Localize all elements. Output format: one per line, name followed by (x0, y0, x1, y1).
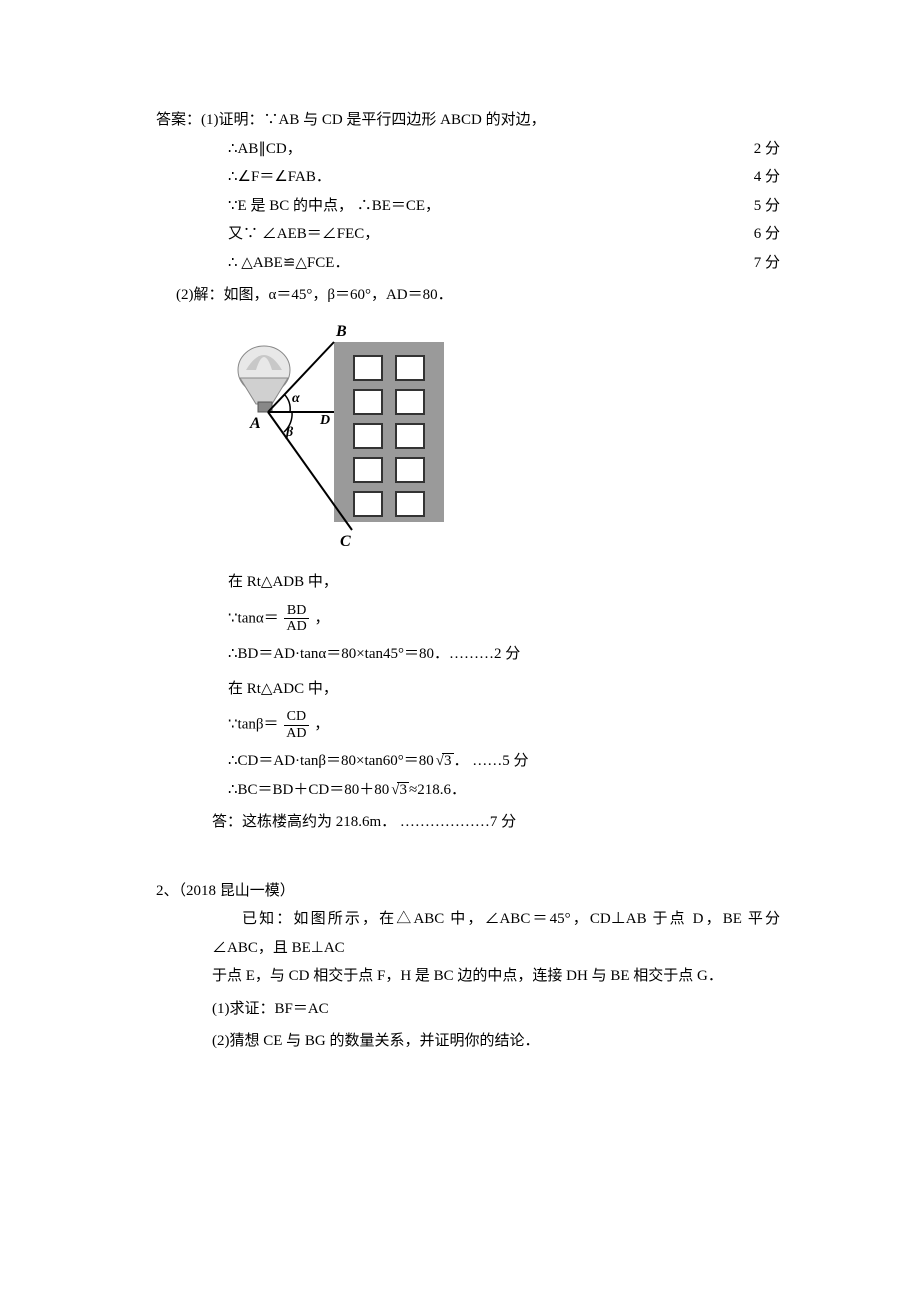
frac-a: BD AD (284, 603, 308, 635)
frac-b-num: CD (284, 709, 308, 724)
sol-line-0: 在 Rt△ADB 中， (156, 568, 780, 597)
sqrt-rad-a: 3 (442, 753, 454, 769)
proof-line-1: ∴AB∥CD， 2 分 (156, 135, 780, 164)
proof-pts-3: 5 分 (730, 192, 780, 221)
q2-body2: 于点 E，与 CD 相交于点 F，H 是 BC 边的中点，连接 DH 与 BE … (212, 962, 780, 991)
proof-pts-2: 4 分 (730, 163, 780, 192)
proof-heading: (1)证明：∵AB 与 CD 是平行四边形 ABCD 的对边， (201, 112, 546, 128)
proof-text-4: 又∵ ∠AEB＝∠FEC， (228, 220, 730, 249)
q2-title: 2、（2018 昆山一模） (156, 877, 780, 906)
proof-line-5: ∴ △ABE≌△FCE． 7 分 (156, 249, 780, 278)
frac-b-den: AD (284, 725, 308, 741)
question-2: 2、（2018 昆山一模） 已知：如图所示，在△ABC 中，∠ABC＝45°，C… (156, 877, 780, 1056)
frac-b-suffix: ， (314, 717, 329, 733)
answer-heading: 答案：(1)证明：∵AB 与 CD 是平行四边形 ABCD 的对边， (156, 106, 780, 135)
balloon-icon (238, 346, 290, 412)
part2-heading: (2)解：如图，α＝45°，β＝60°，AD＝80． (156, 281, 780, 310)
page: 答案：(1)证明：∵AB 与 CD 是平行四边形 ABCD 的对边， ∴AB∥C… (0, 0, 920, 1302)
sqrt-suffix: ． ……5 分 (454, 753, 529, 769)
label-alpha: α (292, 391, 300, 406)
bc-suffix: ≈218.6． (409, 782, 466, 798)
proof-pts-5: 7 分 (730, 249, 780, 278)
proof-text-5: ∴ △ABE≌△FCE． (228, 249, 730, 278)
q2-body1-text: 已知：如图所示，在△ABC 中，∠ABC＝45°，CD⊥AB 于点 D，BE 平… (212, 911, 780, 956)
figure-wrap: B A D C α β (156, 320, 780, 561)
proof-line-4: 又∵ ∠AEB＝∠FEC， 6 分 (156, 220, 780, 249)
q2-p1: (1)求证：BF＝AC (212, 995, 780, 1024)
label-D: D (319, 413, 330, 428)
sqrt-3-a: 3 (434, 747, 454, 776)
q2-body: 已知：如图所示，在△ABC 中，∠ABC＝45°，CD⊥AB 于点 D，BE 平… (156, 905, 780, 1056)
sol-line-2: ∴BD＝AD·tanα＝80×tan45°＝80．………2 分 (156, 640, 780, 669)
proof-line-2: ∴∠F＝∠FAB． 4 分 (156, 163, 780, 192)
proof-line-3: ∵E 是 BC 的中点， ∴BE＝CE， 5 分 (156, 192, 780, 221)
sqrt-3-b: 3 (389, 776, 409, 805)
frac-b: CD AD (284, 709, 308, 741)
label-A: A (249, 415, 261, 432)
frac-a-num: BD (284, 603, 308, 618)
label-B: B (335, 323, 347, 340)
frac-b-prefix: ∵tanβ＝ (228, 717, 279, 733)
frac-a-prefix: ∵tanα＝ (228, 610, 279, 626)
sqrt-rad-b: 3 (397, 782, 409, 798)
answer-label: 答案： (156, 112, 201, 128)
sol-answer: 答：这栋楼高约为 218.6m． ………………7 分 (156, 808, 780, 837)
answer-heading-row: 答案：(1)证明：∵AB 与 CD 是平行四边形 ABCD 的对边， (156, 106, 780, 135)
q2-p2: (2)猜想 CE 与 BG 的数量关系，并证明你的结论． (212, 1027, 780, 1056)
q2-body1: 已知：如图所示，在△ABC 中，∠ABC＝45°，CD⊥AB 于点 D，BE 平… (212, 905, 780, 962)
label-C: C (340, 533, 351, 550)
proof-text-2: ∴∠F＝∠FAB． (228, 163, 730, 192)
proof-pts-1: 2 分 (730, 135, 780, 164)
sol-frac-a: ∵tanα＝ BD AD ， (156, 603, 780, 635)
proof-text-1: ∴AB∥CD， (228, 135, 730, 164)
sol-bc-line: ∴BC＝BD＋CD＝80＋80 3≈218.6． (156, 776, 780, 805)
sol-sqrt-line: ∴CD＝AD·tanβ＝80×tan60°＝80 3． ……5 分 (156, 747, 780, 776)
label-beta: β (285, 425, 294, 440)
proof-pts-4: 6 分 (730, 220, 780, 249)
building (334, 342, 444, 522)
sol-frac-b: ∵tanβ＝ CD AD ， (156, 709, 780, 741)
proof-text-3: ∵E 是 BC 的中点， ∴BE＝CE， (228, 192, 730, 221)
building-diagram: B A D C α β (228, 320, 448, 550)
bc-prefix: ∴BC＝BD＋CD＝80＋80 (228, 782, 389, 798)
sqrt-prefix: ∴CD＝AD·tanβ＝80×tan60°＝80 (228, 753, 434, 769)
frac-a-den: AD (284, 618, 308, 634)
sol-line-3: 在 Rt△ADC 中， (156, 675, 780, 704)
frac-a-suffix: ， (314, 610, 329, 626)
